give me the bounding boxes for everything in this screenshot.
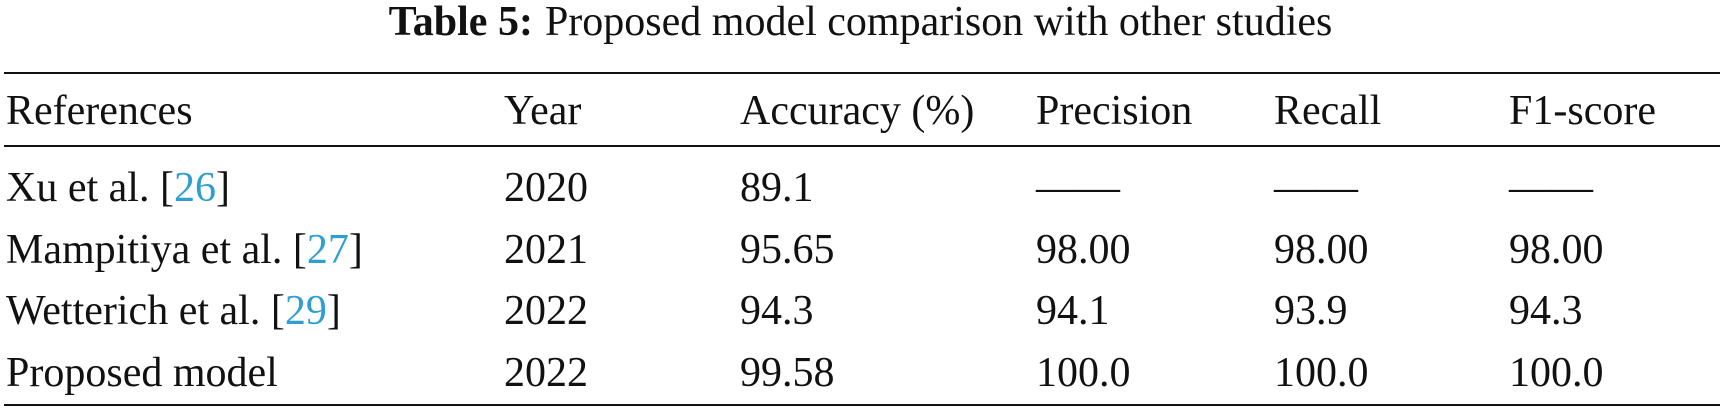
header-cell: F1-score (1509, 88, 1656, 134)
reference-cell: Wetterich et al. [29] (6, 287, 341, 335)
cell-value: 98.00 (1509, 226, 1604, 273)
cell-value: 100.0 (1509, 349, 1604, 396)
cell-value: 98.00 (1274, 226, 1369, 273)
header-cell: Accuracy (%) (740, 88, 975, 134)
reference-text: Proposed model (6, 349, 278, 396)
cell-value: —— (1509, 165, 1593, 211)
reference-text: ] (326, 288, 341, 334)
cell-value: 93.9 (1274, 288, 1348, 334)
header-cell: Recall (1274, 88, 1382, 134)
caption-label: Table 5: (388, 0, 533, 45)
reference-cell: Proposed model (6, 349, 278, 397)
cell-value: 95.65 (740, 226, 835, 273)
reference-text: ] (215, 165, 230, 211)
cell-value: 94.3 (1509, 288, 1583, 334)
citation: 26 (173, 165, 216, 211)
cell-value: 94.1 (1036, 288, 1110, 334)
cell-value: 2021 (504, 226, 588, 273)
reference-cell: Xu et al. [26] (6, 164, 230, 212)
cell-value: —— (1274, 165, 1358, 211)
top-rule (4, 72, 1720, 74)
reference-text: Mampitiya et al. [ (6, 226, 307, 273)
caption-title: Proposed model comparison with other stu… (544, 0, 1333, 45)
cell-value: 100.0 (1036, 349, 1131, 396)
cell-value: —— (1036, 165, 1120, 211)
reference-text: ] (348, 226, 363, 273)
reference-cell: Mampitiya et al. [27] (6, 226, 363, 274)
cell-value: 94.3 (740, 288, 814, 334)
header-cell: Precision (1036, 88, 1193, 134)
citation: 27 (306, 226, 349, 273)
reference-text: Xu et al. [ (6, 165, 174, 211)
header-cell: References (6, 88, 193, 134)
cell-value: 2020 (504, 165, 588, 211)
citation: 29 (284, 288, 327, 334)
mid-rule (4, 145, 1720, 147)
cell-value: 89.1 (740, 165, 814, 211)
cell-value: 100.0 (1274, 349, 1369, 396)
cell-value: 99.58 (740, 349, 835, 396)
cell-value: 2022 (504, 288, 588, 334)
header-cell: Year (504, 88, 582, 134)
caption: Table 5: Proposed model comparison with o… (0, 0, 1721, 44)
cell-value: 98.00 (1036, 226, 1131, 273)
reference-text: Wetterich et al. [ (6, 288, 285, 334)
bottom-rule (4, 404, 1720, 406)
cell-value: 2022 (504, 349, 588, 396)
